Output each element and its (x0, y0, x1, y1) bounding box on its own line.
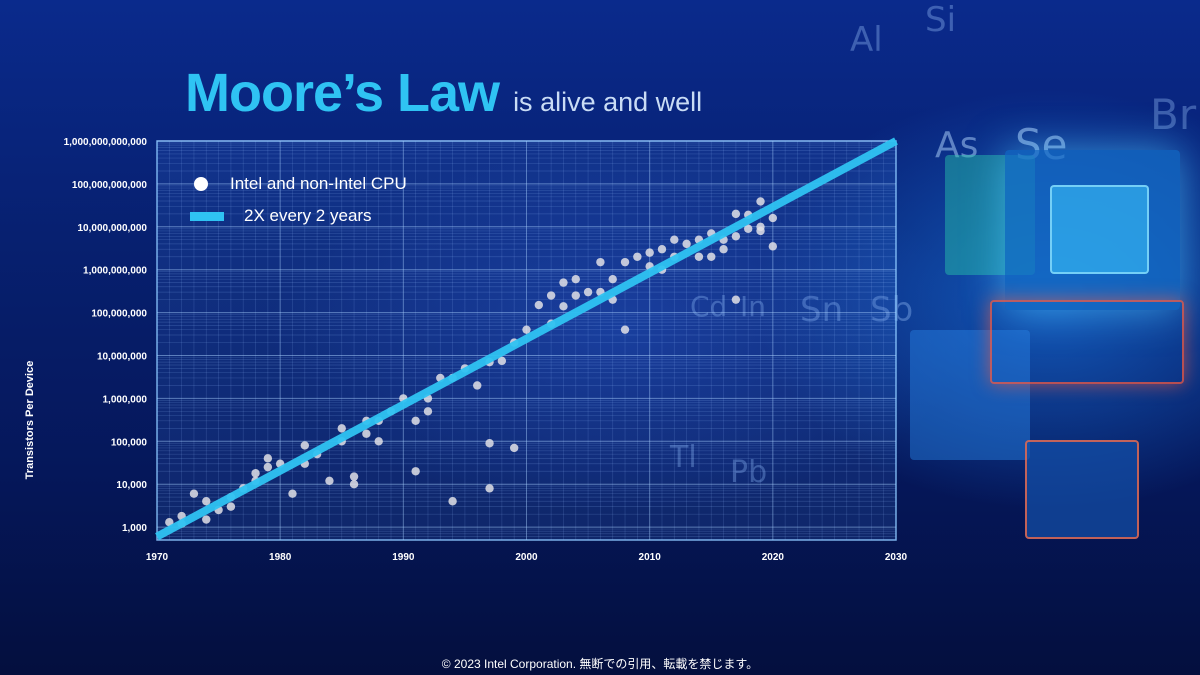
data-point (682, 239, 691, 249)
data-point (288, 489, 297, 498)
data-point (165, 517, 174, 527)
data-point (337, 424, 346, 433)
legend-item-cpu: Intel and non-Intel CPU (190, 168, 407, 200)
data-point (411, 416, 420, 426)
data-point (694, 252, 704, 261)
chip-decoration-core (1050, 185, 1149, 274)
y-tick-label: 1,000,000,000,000 (64, 137, 148, 148)
data-point (731, 232, 741, 241)
chip-decoration-lower (910, 330, 1030, 460)
y-tick-label: 10,000 (116, 480, 147, 491)
legend-label-cpu: Intel and non-Intel CPU (230, 174, 407, 193)
x-tick-label: 1970 (146, 552, 169, 563)
data-point (226, 502, 236, 511)
x-tick-label: 1990 (392, 552, 415, 563)
chart-legend: Intel and non-Intel CPU 2X every 2 years (190, 168, 407, 232)
data-point (202, 497, 211, 506)
y-tick-label: 10,000,000,000 (77, 223, 147, 234)
chart-tick-labels: 1,000 10,000 100,000 1,000,000 10,000,000 100… (64, 137, 908, 563)
data-point (731, 209, 741, 219)
data-point (768, 213, 778, 223)
y-tick-label: 10,000,000 (97, 351, 147, 362)
y-tick-label: 100,000,000,000 (72, 180, 148, 191)
chip-decoration-base (1025, 440, 1139, 539)
y-tick-label: 1,000,000 (103, 394, 148, 405)
data-point (744, 224, 753, 233)
x-tick-label: 2000 (515, 552, 538, 563)
page-subtitle: is alive and well (513, 87, 703, 117)
legend-label-trend: 2X every 2 years (244, 206, 372, 225)
data-point (633, 252, 642, 261)
title-row: Moore’s Law is alive and well (185, 62, 702, 124)
y-tick-label: 1,000,000,000 (83, 266, 147, 277)
data-point (189, 489, 199, 498)
chip-decoration-glow (990, 300, 1184, 384)
data-point (559, 302, 568, 311)
data-point (509, 443, 519, 453)
y-tick-label: 100,000 (111, 437, 148, 448)
data-point (534, 300, 544, 310)
data-point (362, 429, 371, 438)
data-point (202, 515, 211, 524)
data-point (546, 291, 556, 300)
data-point (325, 476, 334, 485)
trend-line (155, 137, 898, 541)
data-point (768, 242, 778, 251)
chart-trend-line (155, 137, 898, 541)
data-point (756, 197, 765, 206)
data-point (571, 291, 580, 300)
legend-item-trend: 2X every 2 years (190, 200, 407, 232)
data-point (596, 257, 605, 267)
data-point (719, 245, 728, 254)
data-point (707, 252, 716, 261)
data-point (374, 437, 383, 446)
data-point (657, 245, 667, 254)
page-title: Moore’s Law (185, 63, 500, 123)
data-point (485, 439, 494, 448)
data-point (756, 222, 765, 231)
copyright-footer: © 2023 Intel Corporation. 無断での引用、転載を禁じます… (441, 657, 759, 671)
data-point (620, 325, 630, 334)
data-point (583, 287, 593, 297)
data-point (423, 407, 433, 416)
data-point (473, 381, 482, 390)
legend-dot-icon (194, 177, 208, 191)
data-point (571, 275, 580, 284)
data-point (485, 484, 494, 493)
y-tick-label: 100,000,000 (91, 309, 147, 320)
data-point (645, 248, 654, 257)
data-point (522, 325, 531, 334)
data-point (448, 497, 457, 506)
data-point (263, 454, 273, 463)
x-tick-label: 2010 (639, 552, 662, 563)
data-point (251, 469, 260, 478)
data-point (670, 235, 679, 244)
data-point (559, 278, 568, 287)
x-tick-label: 2030 (885, 552, 908, 563)
x-tick-label: 2020 (762, 552, 785, 563)
data-point (349, 472, 359, 481)
data-point (263, 462, 273, 472)
data-point (349, 479, 359, 489)
y-tick-label: 1,000 (122, 523, 147, 534)
legend-line-icon (190, 211, 224, 221)
x-tick-label: 1980 (269, 552, 292, 563)
data-point (608, 275, 617, 284)
data-point (497, 356, 507, 366)
data-point (731, 295, 741, 304)
data-point (620, 257, 630, 267)
data-point (300, 441, 309, 450)
data-point (411, 467, 420, 476)
